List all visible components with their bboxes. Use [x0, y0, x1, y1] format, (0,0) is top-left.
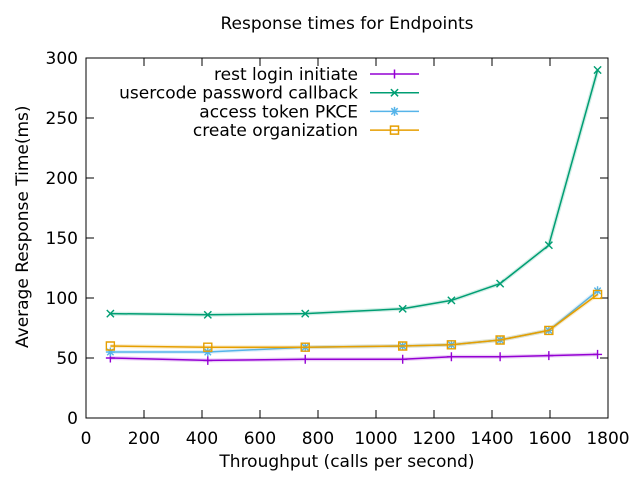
- legend-sample-rest-login-initiate: [370, 69, 419, 79]
- series-rest-login-initiate-line: [110, 353, 598, 362]
- y-tick-label-200: 200: [46, 169, 78, 189]
- x-tick-label-0: 0: [81, 429, 92, 449]
- series-usercode-password-callback: [106, 65, 602, 319]
- tick-marks: [85, 57, 609, 419]
- legend-item-access-token-pkce: access token PKCE: [199, 102, 419, 122]
- series-access-token-pkce-glow: [110, 289, 599, 354]
- y-tick-label-0: 0: [67, 409, 78, 429]
- x-tick-label-1600: 1600: [528, 429, 571, 449]
- y-tick-label-250: 250: [46, 109, 78, 129]
- series-create-organization-markers: [105, 289, 603, 352]
- x-tick-label-800: 800: [302, 429, 334, 449]
- legend-label-create-organization: create organization: [193, 121, 358, 141]
- legend-label-usercode-password-callback: usercode password callback: [119, 84, 358, 104]
- series-rest-login-initiate-markers: [105, 349, 603, 365]
- x-tick-label-400: 400: [186, 429, 218, 449]
- legend-label-access-token-pkce: access token PKCE: [199, 102, 358, 122]
- series-rest-login-initiate: [105, 349, 603, 365]
- x-axis-label: Throughput (calls per second): [219, 452, 475, 472]
- series-usercode-password-callback-markers: [106, 65, 602, 319]
- x-tick-label-1000: 1000: [354, 429, 397, 449]
- y-tick-label-300: 300: [46, 49, 78, 69]
- y-tick-label-100: 100: [46, 289, 78, 309]
- chart-title: Response times for Endpoints: [220, 14, 474, 34]
- series-create-organization: [105, 289, 603, 352]
- legend-item-rest-login-initiate: rest login initiate: [214, 65, 419, 85]
- series-access-token-pkce-line: [110, 290, 599, 353]
- legend-item-create-organization: create organization: [193, 121, 419, 141]
- y-tick-label-150: 150: [46, 229, 78, 249]
- x-tick-label-1400: 1400: [470, 429, 513, 449]
- legend-item-usercode-password-callback: usercode password callback: [119, 84, 419, 104]
- x-tick-label-600: 600: [244, 429, 276, 449]
- y-tick-label-50: 50: [56, 349, 78, 369]
- x-tick-label-1800: 1800: [586, 429, 629, 449]
- x-tick-label-1200: 1200: [412, 429, 455, 449]
- legend-sample-usercode-password-callback: [370, 88, 419, 97]
- series-create-organization-line: [110, 293, 599, 348]
- legend-sample-access-token-pkce: [370, 106, 419, 116]
- legend-sample-create-organization: [370, 125, 419, 135]
- legend-label-rest-login-initiate: rest login initiate: [214, 65, 358, 85]
- series-usercode-password-callback-line: [110, 69, 599, 316]
- x-tick-label-200: 200: [128, 429, 160, 449]
- series-create-organization-glow: [110, 292, 599, 350]
